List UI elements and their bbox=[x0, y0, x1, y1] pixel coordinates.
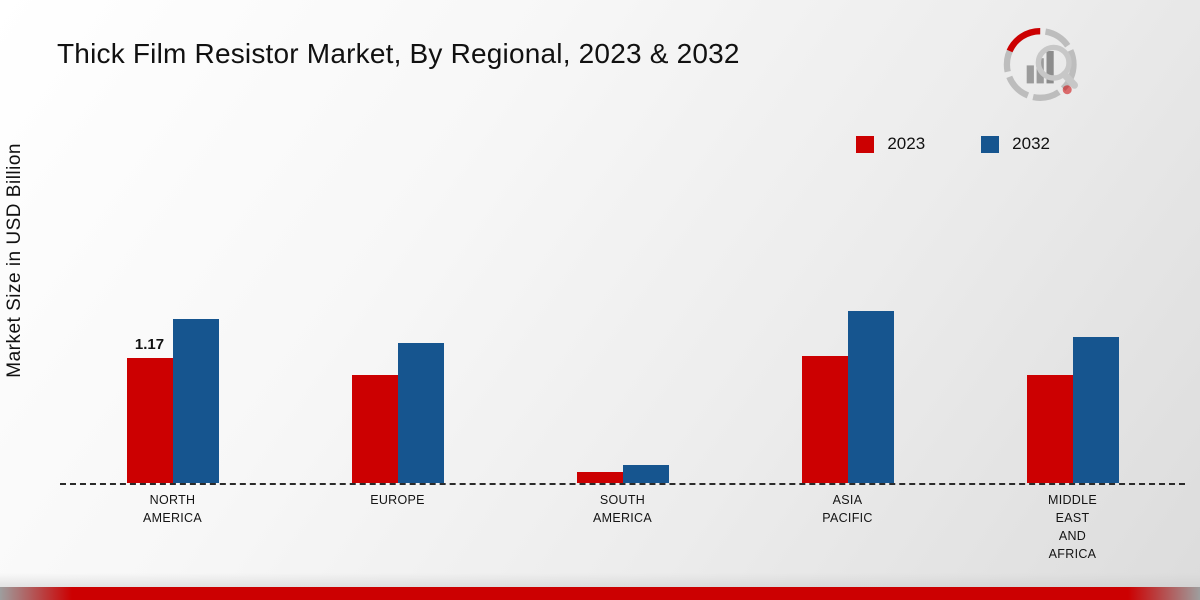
bar-group-south-america bbox=[510, 465, 735, 483]
bottom-red-band bbox=[0, 587, 1200, 600]
chart-title: Thick Film Resistor Market, By Regional,… bbox=[57, 38, 740, 69]
category-label-north-america: NORTH AMERICA bbox=[142, 493, 203, 526]
bars-asia-pacific bbox=[801, 311, 894, 483]
bar-2023-asia-pacific bbox=[801, 356, 848, 483]
bars-europe bbox=[351, 343, 444, 483]
bar-chart: 1.17 NORTH AMERICA EUROPE SOUTH AMERICA ASIA P… bbox=[60, 98, 1185, 564]
x-axis-baseline bbox=[60, 483, 1185, 485]
bars-south-america bbox=[576, 465, 669, 483]
legend-label-2032: 2032 bbox=[1012, 134, 1050, 153]
brand-logo-icon bbox=[1003, 28, 1078, 101]
legend-item-2023: 2023 bbox=[856, 134, 925, 154]
y-axis-label-container: Market Size in USD Billion bbox=[4, 0, 26, 520]
category-label-europe: EUROPE bbox=[370, 493, 425, 507]
bar-2032-asia-pacific bbox=[847, 311, 894, 483]
category-labels-row: NORTH AMERICA EUROPE SOUTH AMERICA ASIA PACIFI… bbox=[60, 491, 1185, 564]
legend-swatch-2032 bbox=[981, 135, 1000, 153]
bar-2023-south-america bbox=[576, 472, 623, 483]
bar-2032-middle-east-and-africa bbox=[1072, 337, 1119, 483]
legend-item-2032: 2032 bbox=[981, 134, 1050, 154]
bar-group-europe bbox=[285, 343, 510, 483]
bars-middle-east-and-africa bbox=[1026, 337, 1119, 483]
bar-2032-south-america bbox=[622, 465, 669, 483]
bar-2032-north-america bbox=[172, 319, 219, 483]
legend: 2023 2032 bbox=[856, 134, 1050, 154]
bar-value-label: 1.17 bbox=[134, 336, 165, 353]
bar-2023-middle-east-and-africa bbox=[1026, 375, 1073, 483]
category-label-middle-east-and-africa: MIDDLE EAST AND AFRICA bbox=[1047, 493, 1098, 562]
legend-label-2023: 2023 bbox=[887, 134, 926, 153]
y-axis-label: Market Size in USD Billion bbox=[4, 142, 25, 378]
bar-2023-north-america: 1.17 bbox=[126, 336, 173, 483]
bar-group-north-america: 1.17 bbox=[60, 319, 285, 483]
bars-north-america: 1.17 bbox=[126, 319, 219, 483]
bar-2023-europe bbox=[351, 375, 398, 483]
bar-group-middle-east-and-africa bbox=[960, 337, 1185, 483]
bar-2032-europe bbox=[397, 343, 444, 483]
plot-area: 1.17 bbox=[60, 98, 1185, 483]
bar-group-asia-pacific bbox=[735, 311, 960, 483]
bottom-fade bbox=[0, 573, 1200, 587]
category-label-south-america: SOUTH AMERICA bbox=[592, 493, 653, 526]
legend-swatch-2023 bbox=[856, 135, 875, 153]
category-label-asia-pacific: ASIA PACIFIC bbox=[822, 493, 873, 526]
